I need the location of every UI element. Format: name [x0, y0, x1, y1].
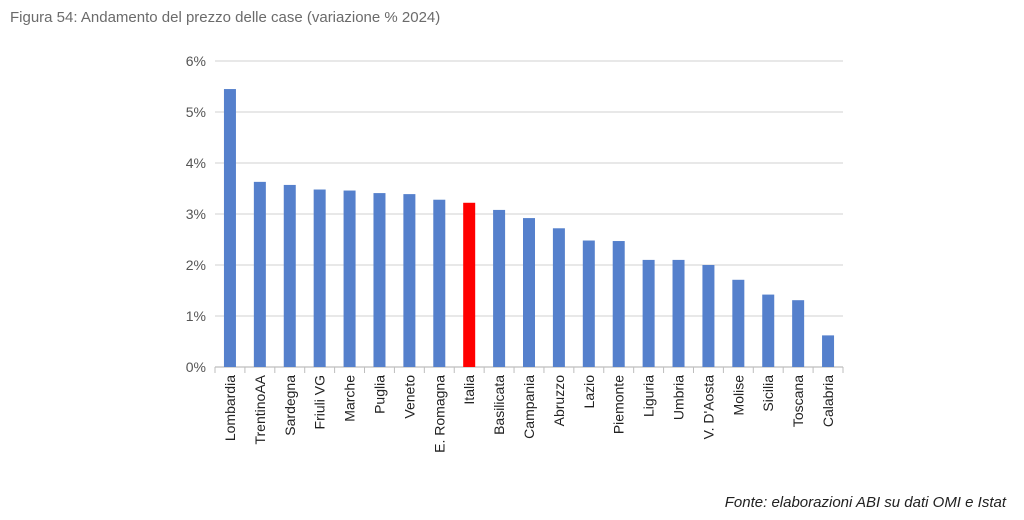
x-category-label: Basilicata	[491, 375, 507, 435]
bar-lombardia	[223, 89, 236, 368]
bar-trentinoaa	[253, 181, 266, 367]
bar-puglia	[373, 193, 386, 367]
x-category-label: Sardegna	[282, 375, 298, 436]
x-category-label: Umbria	[671, 375, 687, 420]
bar-toscana	[792, 300, 805, 367]
bar-calabria	[822, 335, 835, 367]
x-category-label: Lazio	[581, 375, 597, 409]
x-category-label: Toscana	[790, 375, 806, 427]
y-tick-label: 6%	[186, 53, 206, 69]
y-tick-label: 5%	[186, 104, 206, 120]
bar-e-romagna	[433, 199, 446, 367]
bar-sicilia	[762, 294, 775, 367]
x-category-label: V. D'Aosta	[700, 375, 716, 440]
y-tick-label: 3%	[186, 206, 206, 222]
bar-campania	[523, 218, 535, 367]
x-category-label: Molise	[730, 375, 746, 416]
x-category-label: Campania	[521, 375, 537, 439]
bar-marche	[343, 190, 356, 367]
y-tick-label: 1%	[186, 308, 206, 324]
bar-piemonte	[612, 241, 625, 367]
x-category-label: Friuli VG	[312, 375, 328, 429]
x-category-label: Liguria	[641, 375, 657, 417]
bar-v-d-aosta	[702, 265, 715, 367]
x-category-label: Lombardia	[222, 375, 238, 441]
x-category-label: Italia	[461, 375, 477, 405]
y-tick-label: 0%	[186, 359, 206, 375]
bar-abruzzo	[552, 228, 565, 367]
bar-lazio	[582, 240, 595, 367]
x-category-label: E. Romagna	[431, 375, 447, 453]
x-category-label: Marche	[342, 375, 358, 422]
bar-italia	[463, 202, 476, 367]
x-category-label: Veneto	[401, 375, 417, 419]
bar-molise	[732, 279, 745, 367]
bar-sardegna	[283, 184, 296, 367]
x-category-label: Calabria	[820, 375, 836, 427]
source-note: Fonte: elaborazioni ABI su dati OMI e Is…	[724, 494, 1006, 511]
bar-umbria	[672, 259, 685, 367]
x-category-label: TrentinoAA	[252, 374, 268, 444]
x-category-label: Piemonte	[611, 375, 627, 434]
bar-veneto	[403, 194, 416, 367]
x-category-label: Abruzzo	[551, 375, 567, 427]
x-category-label: Puglia	[371, 375, 387, 414]
y-tick-label: 2%	[186, 257, 206, 273]
x-category-label: Sicilia	[760, 375, 776, 412]
bar-basilicata	[493, 209, 506, 367]
bar-liguria	[642, 259, 655, 367]
bar-friuli-vg	[313, 189, 326, 367]
figure-title: Figura 54: Andamento del prezzo delle ca…	[10, 9, 441, 26]
y-tick-label: 4%	[186, 155, 206, 171]
